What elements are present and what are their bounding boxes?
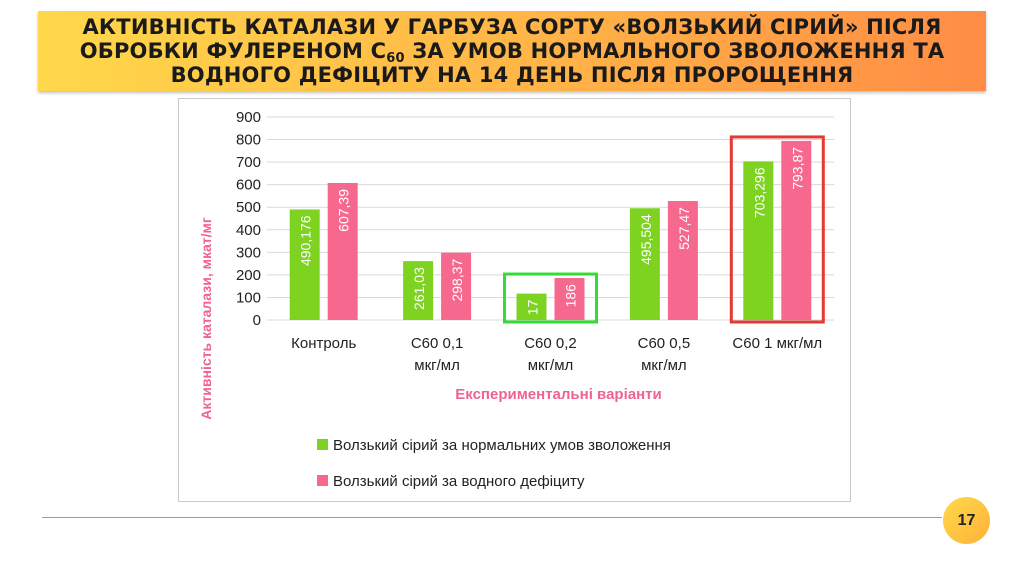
x-tick-label: мкг/мл [528, 357, 574, 374]
title-subscript: 60 [386, 51, 405, 66]
legend-label: Волзький сірий за водного дефіциту [333, 473, 585, 490]
y-tick-label: 800 [236, 132, 261, 149]
title-line-2: ОБРОБКИ ФУЛЕРЕНОМ С60 ЗА УМОВ НОРМАЛЬНОГ… [38, 39, 986, 66]
bar-deficit [554, 278, 585, 320]
y-axis-title: Активність каталази, мкат/мг [198, 217, 214, 420]
chart-frame: 0 100 200 300 400 500 600 700 800 900 Активність к… [178, 98, 851, 502]
x-tick-label: С60 0,5 [638, 335, 691, 352]
highlight-box-green [503, 272, 598, 324]
y-tick-label: 300 [236, 244, 261, 261]
title-line-2-start: ОБРОБКИ ФУЛЕРЕНОМ С [79, 39, 387, 63]
title-line-3: ВОДНОГО ДЕФІЦИТУ НА 14 ДЕНЬ ПІСЛЯ ПРОРОЩ… [170, 63, 854, 87]
bar-chart: 0 100 200 300 400 500 600 700 800 900 Активність к… [198, 109, 834, 490]
bar-value-label: 793,87 [789, 147, 805, 190]
bar-deficit [327, 182, 358, 320]
x-tick-label: С60 0,1 [411, 335, 464, 352]
legend-swatch [317, 439, 328, 450]
y-tick-label: 600 [236, 177, 261, 194]
bar-deficit [667, 201, 698, 320]
slide-title: АКТИВНІСТЬ КАТАЛАЗИ У ГАРБУЗА СОРТУ «ВОЛ… [38, 15, 986, 87]
bar-value-label: 607,39 [336, 189, 352, 232]
y-tick-label: 200 [236, 267, 261, 284]
y-tick-label: 700 [236, 154, 261, 171]
bar-normal [289, 209, 320, 320]
bar-normal [629, 208, 660, 320]
bar-value-label: 261,03 [411, 267, 427, 310]
title-line-2-end: ЗА УМОВ НОРМАЛЬНОГО ЗВОЛОЖЕННЯ ТА [404, 39, 945, 63]
x-tick-label: мкг/мл [414, 357, 460, 374]
bar-normal [516, 293, 547, 320]
y-tick-label: 0 [253, 312, 261, 329]
bar-value-label: 490,176 [298, 215, 314, 266]
bar-normal [403, 261, 434, 320]
x-axis-title: Експериментальні варіанти [455, 386, 661, 403]
bar-value-label: 17 [525, 299, 541, 315]
x-tick-label: мкг/мл [641, 357, 687, 374]
bar-value-label: 495,504 [638, 214, 654, 265]
x-tick-label: С60 0,2 [524, 335, 577, 352]
y-tick-label: 900 [236, 109, 261, 126]
bar-value-label: 527,47 [676, 207, 692, 250]
page-number-badge: 17 [943, 497, 990, 544]
legend-swatch [317, 475, 328, 486]
x-tick-label: С60 1 мкг/мл [732, 335, 822, 352]
y-tick-label: 500 [236, 199, 261, 216]
legend-label: Волзький сірий за нормальних умов зволож… [333, 437, 671, 454]
bar-value-label: 186 [563, 284, 579, 308]
footer-divider [42, 517, 942, 518]
y-tick-label: 400 [236, 222, 261, 239]
x-tick-label: Контроль [291, 335, 356, 352]
y-tick-label: 100 [236, 289, 261, 306]
bar-value-label: 703,296 [751, 167, 767, 218]
bar-normal [743, 161, 774, 320]
bar-value-label: 298,37 [449, 258, 465, 301]
bar-deficit [441, 252, 472, 320]
bar-deficit [781, 140, 812, 320]
highlight-box-red [729, 135, 825, 324]
title-line-1: АКТИВНІСТЬ КАТАЛАЗИ У ГАРБУЗА СОРТУ «ВОЛ… [82, 15, 942, 39]
title-banner: АКТИВНІСТЬ КАТАЛАЗИ У ГАРБУЗА СОРТУ «ВОЛ… [38, 11, 986, 91]
